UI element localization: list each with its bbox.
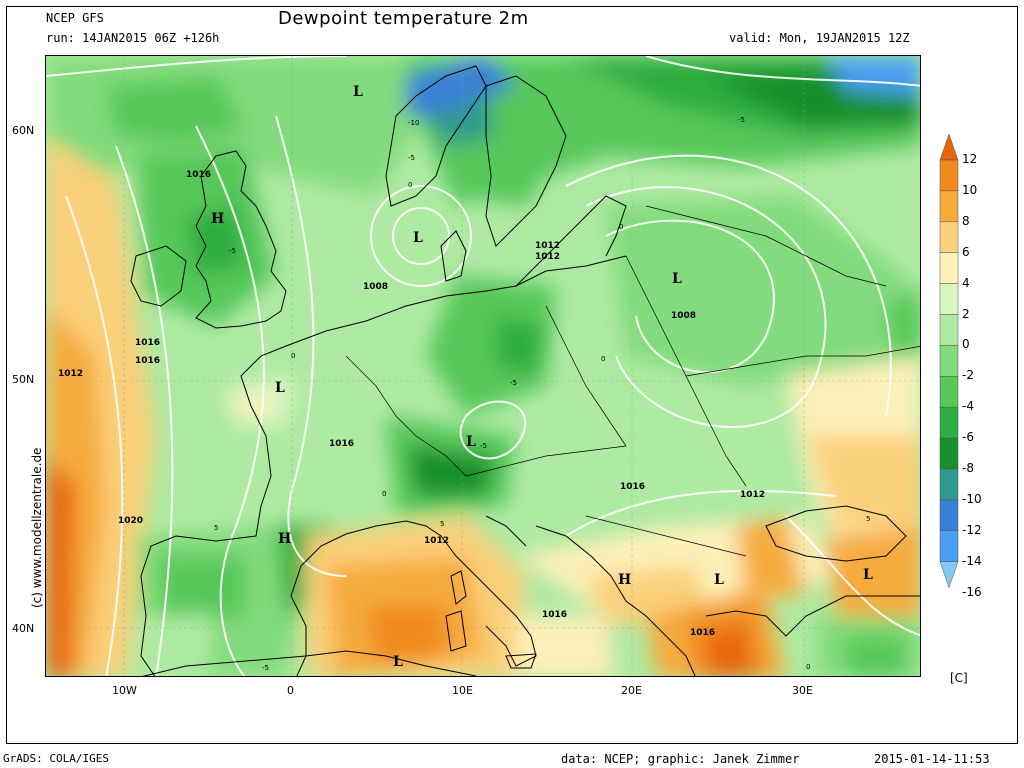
low-marker: L	[413, 230, 423, 246]
colorbar-box	[939, 221, 959, 253]
colorbar-box	[939, 159, 959, 192]
lon-label-10e: 10E	[452, 684, 473, 697]
chart-frame	[6, 6, 1018, 744]
colorbar-box	[939, 376, 959, 408]
colorbar-box	[939, 437, 959, 470]
valid-time: valid: Mon, 19JAN2015 12Z	[729, 31, 910, 45]
colorbar-tick-label: -16	[962, 584, 982, 599]
lon-label-20e: 20E	[621, 684, 642, 697]
svg-text:-5: -5	[229, 247, 236, 255]
dewpoint-map: H H H L L L L L L L L 1016 1012 1012 100…	[45, 55, 921, 677]
svg-text:1012: 1012	[424, 536, 449, 546]
svg-text:-5: -5	[408, 154, 415, 162]
svg-text:1016: 1016	[135, 338, 160, 348]
svg-text:1008: 1008	[671, 311, 696, 321]
low-marker: L	[672, 271, 682, 287]
svg-text:5: 5	[214, 524, 218, 532]
svg-text:1016: 1016	[620, 482, 645, 492]
chart-title: Dewpoint temperature 2m	[278, 8, 529, 29]
colorbar-top-arrow	[939, 134, 959, 161]
colorbar-tick-label: 12	[962, 152, 978, 166]
colorbar-unit: [C]	[950, 671, 968, 685]
low-marker: L	[714, 572, 724, 588]
colorbar-tick-label: -12	[962, 522, 982, 537]
lat-label-50n: 50N	[12, 373, 35, 386]
colorbar-box	[939, 283, 959, 315]
svg-text:0: 0	[382, 490, 386, 498]
svg-text:-10: -10	[408, 119, 419, 127]
footer-credit: data: NCEP; graphic: Janek Zimmer	[561, 752, 800, 766]
colorbar-box	[939, 190, 959, 223]
colorbar-tick-label: 0	[962, 337, 970, 352]
svg-text:1016: 1016	[135, 356, 160, 366]
colorbar-tick-label: 8	[962, 213, 970, 228]
run-info: run: 14JAN2015 06Z +126h	[46, 31, 220, 45]
svg-text:1016: 1016	[690, 628, 715, 638]
contour-labels: -10 -5 0 -5 -5 0 -5 0 0 5 5 0 -5 -5 5 0	[214, 116, 870, 672]
lon-label-10w: 10W	[112, 684, 137, 697]
lat-label-60n: 60N	[12, 124, 35, 137]
svg-text:1012: 1012	[535, 241, 560, 251]
high-marker: H	[211, 211, 224, 227]
svg-text:-5: -5	[262, 664, 269, 672]
isobar-labels: 1016 1012 1012 1008 1008 1016 1016 1012 …	[58, 170, 765, 638]
svg-text:-5: -5	[480, 442, 487, 450]
isobars	[46, 56, 920, 676]
high-marker: H	[618, 572, 631, 588]
colorbar-box	[939, 468, 959, 501]
colorbar-tick-label: 4	[962, 275, 970, 290]
watermark: (c) www.modellzentrale.de	[30, 447, 44, 608]
svg-text:1012: 1012	[58, 369, 83, 379]
colorbar-box	[939, 406, 959, 439]
colorbar	[939, 134, 959, 589]
colorbar-boxes	[939, 134, 959, 589]
low-marker: L	[275, 380, 285, 396]
svg-text:1016: 1016	[542, 610, 567, 620]
svg-text:1016: 1016	[329, 439, 354, 449]
colorbar-tick-label: 6	[962, 244, 970, 259]
svg-text:1016: 1016	[186, 170, 211, 180]
colorbar-tick-label: -6	[962, 430, 974, 445]
low-marker: L	[393, 654, 403, 670]
colorbar-tick-label: -10	[962, 491, 982, 506]
svg-text:-5: -5	[510, 379, 517, 387]
svg-text:0: 0	[806, 663, 810, 671]
colorbar-box	[939, 314, 959, 346]
svg-text:5: 5	[440, 520, 444, 528]
colorbar-tick-label: -2	[962, 368, 974, 383]
colorbar-bottom-arrow	[939, 561, 959, 589]
colorbar-tick-label: 2	[962, 306, 970, 321]
colorbar-tick-label: -4	[962, 399, 974, 414]
low-marker: L	[466, 434, 476, 450]
lon-label-30e: 30E	[792, 684, 813, 697]
svg-text:-5: -5	[738, 116, 745, 124]
svg-text:0: 0	[291, 352, 295, 360]
low-marker: L	[353, 84, 363, 100]
svg-text:5: 5	[866, 515, 870, 523]
svg-text:0: 0	[408, 181, 412, 189]
high-marker: H	[278, 531, 291, 547]
svg-text:0: 0	[601, 355, 605, 363]
low-marker: L	[863, 567, 873, 583]
colorbar-box	[939, 252, 959, 284]
colorbar-tick-label: -14	[962, 553, 982, 568]
lat-label-40n: 40N	[12, 622, 35, 635]
model-name: NCEP GFS	[46, 11, 104, 25]
svg-text:1020: 1020	[118, 516, 143, 526]
pressure-centres: H H H L L L L L L L L	[211, 84, 873, 670]
svg-text:1012: 1012	[740, 490, 765, 500]
map-svg: H H H L L L L L L L L 1016 1012 1012 100…	[46, 56, 920, 676]
colorbar-box	[939, 345, 959, 377]
svg-text:0: 0	[619, 223, 623, 231]
svg-text:1012: 1012	[535, 252, 560, 262]
lon-label-0: 0	[287, 684, 294, 697]
coastlines	[130, 65, 920, 676]
colorbar-tick-label: 10	[962, 182, 978, 197]
colorbar-tick-label: -8	[962, 461, 974, 475]
svg-text:1008: 1008	[363, 282, 388, 292]
colorbar-box	[939, 530, 959, 562]
footer-timestamp: 2015-01-14-11:53	[874, 752, 990, 766]
colorbar-box	[939, 499, 959, 532]
footer-grads: GrADS: COLA/IGES	[3, 752, 109, 765]
